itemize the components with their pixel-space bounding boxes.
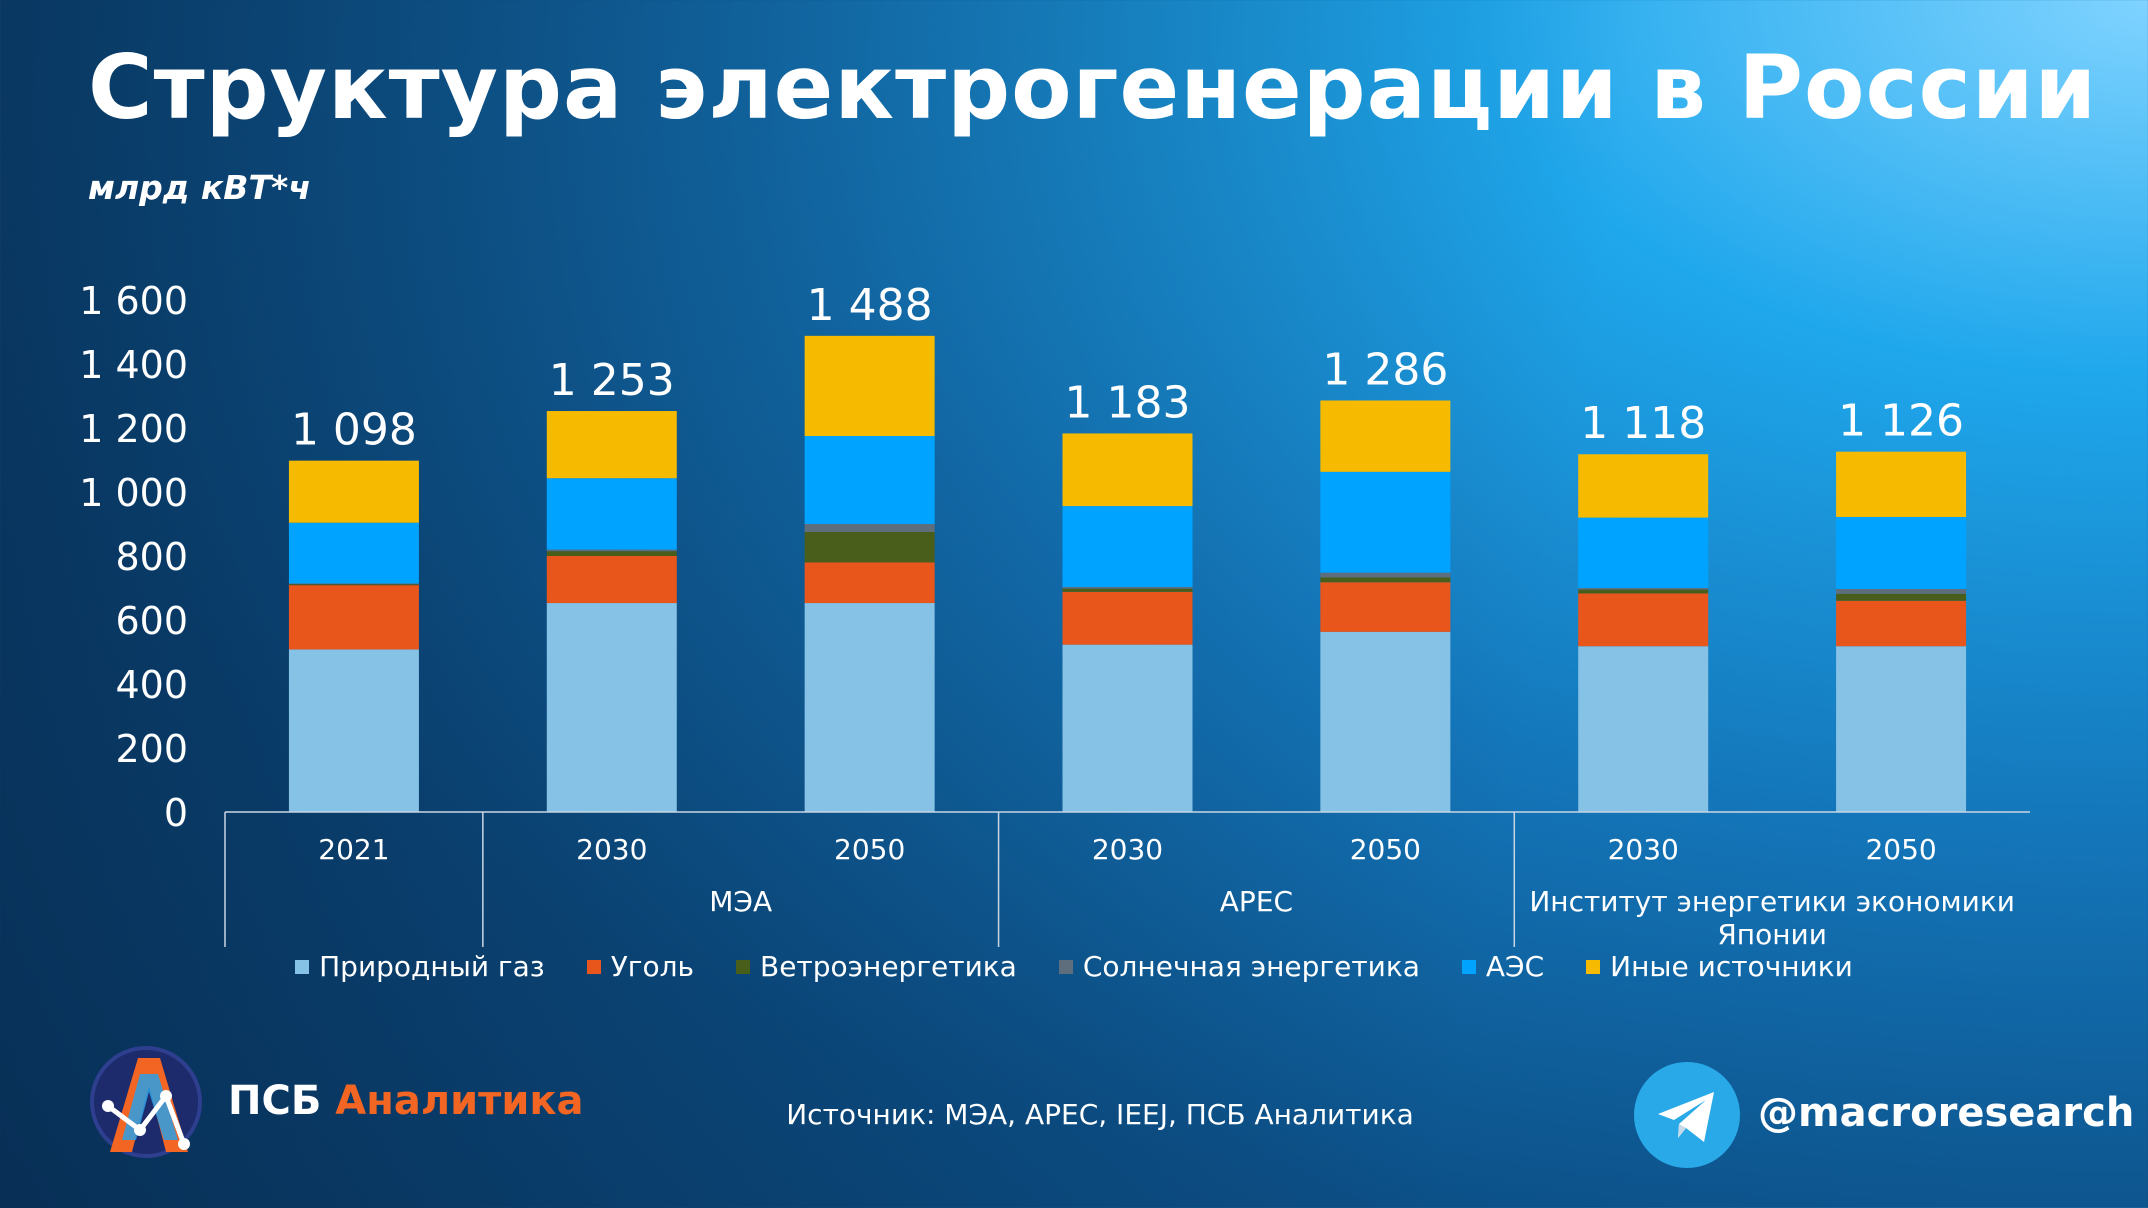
brand-name-part1: ПСБ [228, 1078, 322, 1124]
telegram-link[interactable] [1634, 1062, 1740, 1168]
legend-label: Иные источники [1610, 950, 1853, 983]
bar-segment-other [288, 460, 419, 523]
bar-segment-other [1578, 454, 1709, 518]
brand-name: ПСБ Аналитика [228, 1078, 584, 1124]
chart-legend: Природный газ Уголь Ветроэнергетика Солнечн… [0, 950, 2148, 983]
legend-swatch [1058, 959, 1073, 974]
bar-segment-nuclear [288, 522, 419, 584]
legend-label: Солнечная энергетика [1082, 950, 1420, 983]
legend-item-gas: Природный газ [295, 950, 545, 983]
bar-total-label: 1 286 [1322, 344, 1448, 395]
bar-segment-wind [288, 584, 419, 586]
legend-item-nuclear: АЭС [1461, 950, 1545, 983]
bar-total-label: 1 183 [1065, 377, 1191, 428]
group-label: МЭА [709, 885, 772, 918]
bar-segment-coal [1062, 591, 1193, 645]
bar-segment-other [1320, 400, 1451, 472]
bar-segment-solar [1836, 588, 1967, 594]
bar-segment-solar [1062, 587, 1193, 589]
bar-segment-solar [804, 524, 935, 532]
bar-segment-wind [1836, 593, 1967, 601]
bar-segment-other [1062, 433, 1193, 507]
x-tick-label: 2050 [1350, 833, 1421, 866]
group-label: APEC [1220, 885, 1293, 918]
brand-name-part2: Аналитика [335, 1078, 584, 1124]
bar-segment-coal [1836, 600, 1967, 647]
bar-segment-coal [1578, 593, 1709, 647]
bar-segment-nuclear [1320, 471, 1451, 573]
y-tick-label: 600 [115, 599, 188, 643]
telegram-icon [1634, 1062, 1740, 1168]
bar-segment-wind [1320, 577, 1451, 583]
legend-swatch [1461, 959, 1476, 974]
legend-item-wind: Ветроэнергетика [736, 950, 1017, 983]
telegram-handle[interactable]: @macroresearch [1758, 1090, 2135, 1136]
legend-label: Ветроэнергетика [760, 950, 1017, 983]
bar-segment-nuclear [546, 478, 677, 550]
bar-segment-solar [288, 583, 419, 585]
x-tick-label: 2030 [1608, 833, 1679, 866]
y-tick-label: 1 600 [79, 279, 188, 323]
legend-label: Природный газ [319, 950, 545, 983]
unit-subtitle: млрд кВТ*ч [88, 168, 311, 207]
x-tick-label: 2030 [1092, 833, 1163, 866]
bar-segment-nuclear [1836, 516, 1967, 589]
x-tick-label: 2021 [318, 833, 389, 866]
y-tick-label: 400 [115, 663, 188, 707]
bar-segment-gas [804, 603, 935, 812]
bar-segment-coal [546, 556, 677, 604]
bar-segment-other [1836, 451, 1967, 517]
bar-segment-wind [804, 532, 935, 563]
x-tick-label: 2050 [834, 833, 905, 866]
legend-swatch [586, 959, 601, 974]
bar-segment-other [804, 335, 935, 436]
chart-title: Структура электрогенерации в России [88, 36, 2098, 139]
bar-segment-wind [1578, 589, 1709, 594]
y-tick-label: 0 [164, 791, 188, 835]
x-tick-label: 2030 [576, 833, 647, 866]
bar-segment-coal [288, 585, 419, 650]
bar-total-label: 1 098 [291, 405, 417, 456]
legend-swatch [295, 959, 310, 974]
stacked-bar-chart: 0 200 400 600 800 1 000 1 200 1 400 1 600 1 098 20… [79, 279, 2030, 951]
bar-total-label: 1 253 [549, 355, 675, 406]
bar-segment-gas [1836, 646, 1967, 812]
x-tick-label: 2050 [1865, 833, 1936, 866]
legend-label: Уголь [610, 950, 694, 983]
bar-total-label: 1 488 [807, 280, 933, 331]
bar-segment-nuclear [1578, 517, 1709, 588]
legend-item-solar: Солнечная энергетика [1058, 950, 1420, 983]
bar-segment-gas [288, 649, 419, 812]
bar-segment-gas [1062, 644, 1193, 812]
legend-swatch [736, 959, 750, 974]
bar-total-label: 1 118 [1580, 398, 1706, 449]
bar-segment-coal [1320, 582, 1451, 632]
source-note: Источник: МЭА, APEC, IEEJ, ПСБ Аналитика [786, 1098, 1414, 1131]
legend-item-other: Иные источники [1586, 950, 1853, 983]
y-tick-label: 1 000 [79, 471, 188, 515]
bar-segment-gas [1578, 646, 1709, 812]
bar-segment-coal [804, 562, 935, 604]
legend-swatch [1586, 959, 1601, 974]
psb-logo [88, 1040, 208, 1160]
psb-logo-icon [90, 1046, 202, 1158]
bar-segment-nuclear [1062, 506, 1193, 588]
bar-segment-solar [546, 549, 677, 552]
y-tick-label: 800 [115, 535, 188, 579]
legend-label: АЭС [1485, 950, 1545, 983]
bar-segment-other [546, 411, 677, 479]
y-tick-label: 200 [115, 727, 188, 771]
y-tick-label: 1 400 [79, 343, 188, 387]
bar-segment-gas [546, 603, 677, 812]
bar-segment-solar [1578, 588, 1709, 590]
bar-segment-nuclear [804, 436, 935, 524]
bar-segment-wind [546, 551, 677, 556]
bar-segment-gas [1320, 631, 1451, 812]
legend-item-coal: Уголь [586, 950, 694, 983]
bar-total-label: 1 126 [1838, 396, 1964, 447]
group-label: Институт энергетики экономики Японии [1529, 885, 2015, 951]
y-tick-label: 1 200 [79, 407, 188, 451]
bar-segment-wind [1062, 588, 1193, 592]
bar-segment-solar [1320, 572, 1451, 578]
